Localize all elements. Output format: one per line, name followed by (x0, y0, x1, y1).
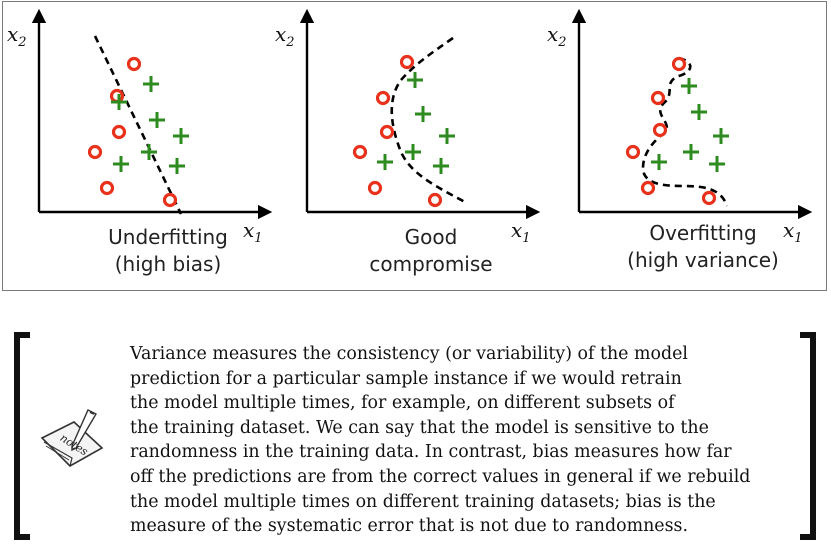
circle-point (379, 124, 395, 140)
circle-point (671, 56, 687, 72)
plus-point (143, 76, 159, 92)
scatter-plot (571, 8, 813, 220)
y-axis-label: x2 (275, 22, 295, 50)
plus-point (439, 128, 455, 144)
panel-caption: Overfitting (high variance) (623, 220, 783, 274)
circle-point (109, 88, 125, 104)
note-line: off the predictions are from the correct… (130, 466, 751, 487)
plus-point (681, 78, 697, 94)
plus-point (683, 144, 699, 160)
y-axis-label: x2 (547, 22, 567, 50)
circle-point (427, 192, 443, 208)
right-bracket (800, 332, 816, 540)
caption-line: Overfitting (649, 221, 757, 245)
plus-point (713, 128, 729, 144)
circle-point (111, 124, 127, 140)
plus-point (141, 144, 157, 160)
circle-point (701, 190, 717, 206)
circle-point (367, 180, 383, 196)
plus-point (377, 154, 393, 170)
plus-point (111, 94, 127, 110)
note-line: prediction for a particular sample insta… (130, 368, 682, 389)
scatter-plot (31, 8, 273, 220)
scatter-plot (299, 8, 541, 220)
circle-point (375, 90, 391, 106)
note-line: Variance measures the consistency (or va… (130, 344, 688, 364)
x-axis-label: x1 (243, 218, 263, 246)
circle-point (640, 180, 656, 196)
plus-point (651, 154, 667, 170)
left-bracket (14, 332, 30, 540)
circle-point (162, 192, 178, 208)
circle-point (126, 56, 142, 72)
caption-line: Good (404, 225, 458, 249)
note-line: the model multiple times on different tr… (130, 491, 716, 512)
x-axis-label: x1 (783, 218, 803, 246)
x-axis-label: x1 (511, 218, 531, 246)
plus-point (169, 158, 185, 174)
plus-point (433, 158, 449, 174)
plus-point (415, 106, 431, 122)
circle-point (652, 122, 668, 138)
panel-caption: Good compromise (361, 224, 501, 278)
caption-line: (high variance) (627, 248, 779, 272)
caption-line: compromise (369, 252, 493, 276)
caption-line: Underfitting (108, 225, 228, 249)
chart-panel-2: x2 x1 Good compromise (271, 2, 541, 290)
circle-point (352, 144, 368, 160)
plus-point (405, 144, 421, 160)
plus-point (113, 156, 129, 172)
decision-boundary (641, 56, 729, 207)
circle-point (625, 144, 641, 160)
circle-point (650, 90, 666, 106)
note-line: the model multiple times, for example, o… (130, 393, 675, 414)
notes-icon: notes (40, 409, 104, 467)
decision-boundary (93, 35, 183, 215)
chart-panel-1: x2 x1 Underfitting (high bias) (3, 2, 273, 290)
circle-point (87, 144, 103, 160)
circle-point (99, 180, 115, 196)
plus-point (149, 112, 165, 128)
y-axis-label: x2 (7, 22, 27, 50)
note-line: randomness in the training data. In cont… (130, 442, 732, 463)
chart-panel-3: x2 x1 Overfitting (high variance) (543, 2, 813, 290)
note-text: Variance measures the consistency (or va… (130, 342, 790, 539)
caption-line: (high bias) (114, 252, 222, 276)
bias-variance-figure: x2 x1 Underfitting (high bias) x2 x1 Good compr… (2, 1, 827, 291)
decision-boundary (390, 36, 466, 204)
plus-point (691, 104, 707, 120)
note-line: measure of the systematic error that is … (130, 516, 688, 537)
plus-point (709, 156, 725, 172)
circle-point (399, 54, 415, 70)
note-line: the training dataset. We can say that th… (130, 417, 709, 438)
plus-point (173, 128, 189, 144)
note-box: notes Variance measures the consistency … (0, 320, 831, 546)
plus-point (407, 72, 423, 88)
panel-caption: Underfitting (high bias) (103, 224, 233, 278)
